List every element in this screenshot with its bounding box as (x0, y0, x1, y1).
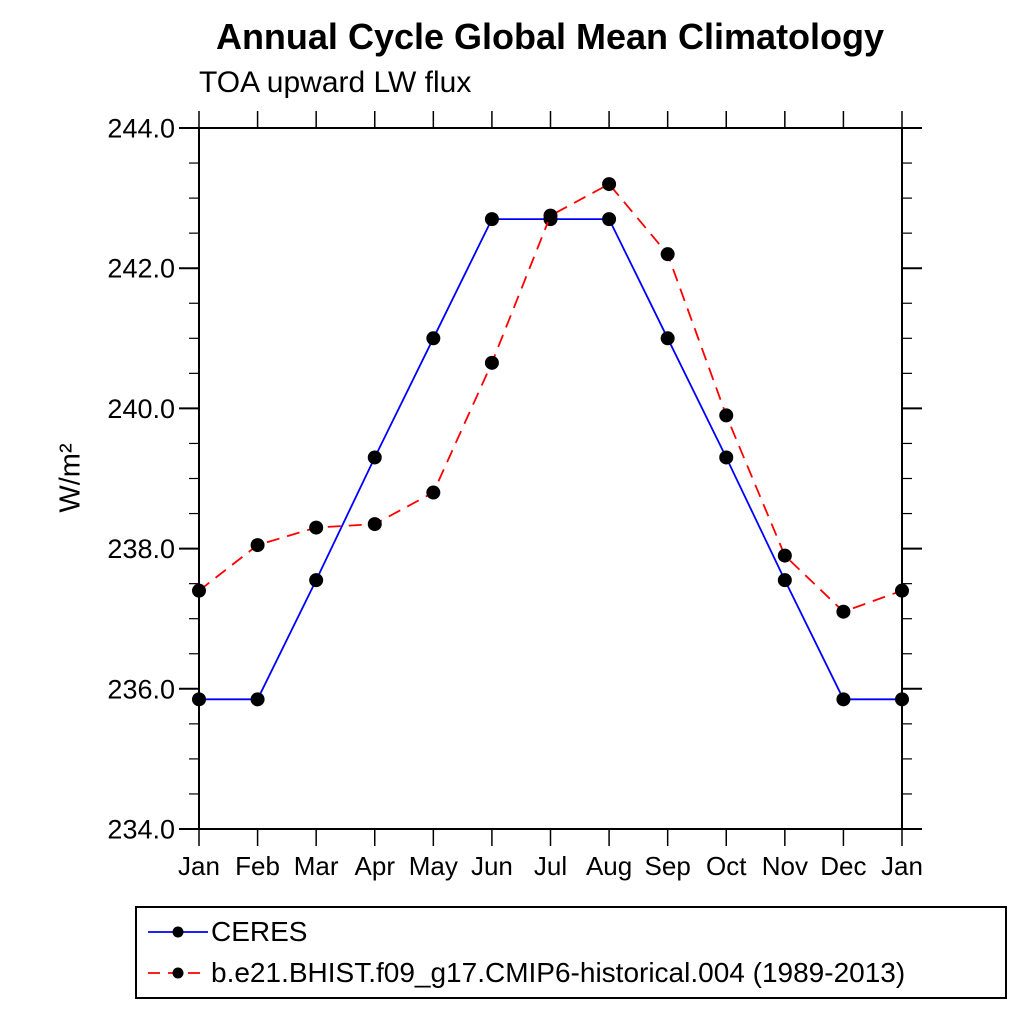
data-point (602, 212, 617, 227)
data-point (426, 331, 441, 346)
data-point (602, 177, 617, 192)
legend: CERES b.e21.BHIST.f09_g17.CMIP6-historic… (135, 906, 1007, 999)
x-tick-label: Apr (355, 851, 396, 881)
data-point (309, 573, 324, 588)
legend-item-model: b.e21.BHIST.f09_g17.CMIP6-historical.004… (147, 957, 1005, 989)
x-tick-label: Mar (294, 851, 339, 881)
data-point (192, 692, 206, 707)
x-tick-label: Nov (762, 851, 808, 881)
data-point (543, 208, 558, 223)
data-point (192, 583, 206, 598)
x-tick-label: Feb (235, 851, 280, 881)
y-tick-label: 242.0 (107, 254, 175, 284)
legend-label-ceres: CERES (211, 916, 308, 948)
data-point (777, 573, 792, 588)
x-tick-label: Oct (706, 851, 747, 881)
data-point (660, 247, 675, 262)
x-tick-label: Sep (645, 851, 691, 881)
series-line-0 (199, 218, 902, 701)
x-tick-label: May (409, 851, 458, 881)
data-point (426, 485, 441, 500)
x-tick-label: Jan (178, 851, 220, 881)
data-point (836, 692, 851, 707)
chart-subtitle: TOA upward LW flux (199, 66, 472, 99)
legend-label-model: b.e21.BHIST.f09_g17.CMIP6-historical.004… (211, 956, 906, 988)
legend-line-sample-ceres (148, 926, 208, 938)
x-tick-label: Jul (534, 851, 567, 881)
chart-title: Annual Cycle Global Mean Climatology (215, 16, 885, 57)
plot-border (198, 127, 903, 830)
y-tick-label: 240.0 (107, 394, 175, 424)
data-point (836, 604, 851, 619)
data-point (777, 548, 792, 563)
y-tick-label: 244.0 (107, 113, 175, 143)
series-line-1 (198, 182, 903, 613)
y-tick-label: 234.0 (107, 814, 175, 844)
y-tick-label: 236.0 (107, 674, 175, 704)
data-point (484, 355, 499, 370)
legend-line-sample-model (148, 967, 208, 979)
data-point (367, 517, 382, 532)
legend-sample-marker (172, 967, 184, 979)
data-point (250, 538, 265, 553)
x-tick-label: Jan (881, 851, 923, 881)
data-point (367, 450, 382, 465)
data-point (660, 331, 675, 346)
data-point (895, 692, 909, 707)
legend-sample-marker (172, 926, 184, 938)
x-tick-label: Aug (586, 851, 632, 881)
y-tick-label: 238.0 (107, 534, 175, 564)
legend-item-ceres: CERES (147, 916, 1005, 948)
data-point (719, 408, 734, 423)
data-point (895, 583, 909, 598)
x-tick-label: Dec (820, 851, 866, 881)
x-tick-label: Jun (471, 851, 513, 881)
data-point (250, 692, 265, 707)
data-point (309, 520, 324, 535)
data-point (484, 212, 499, 227)
data-point (719, 450, 734, 465)
